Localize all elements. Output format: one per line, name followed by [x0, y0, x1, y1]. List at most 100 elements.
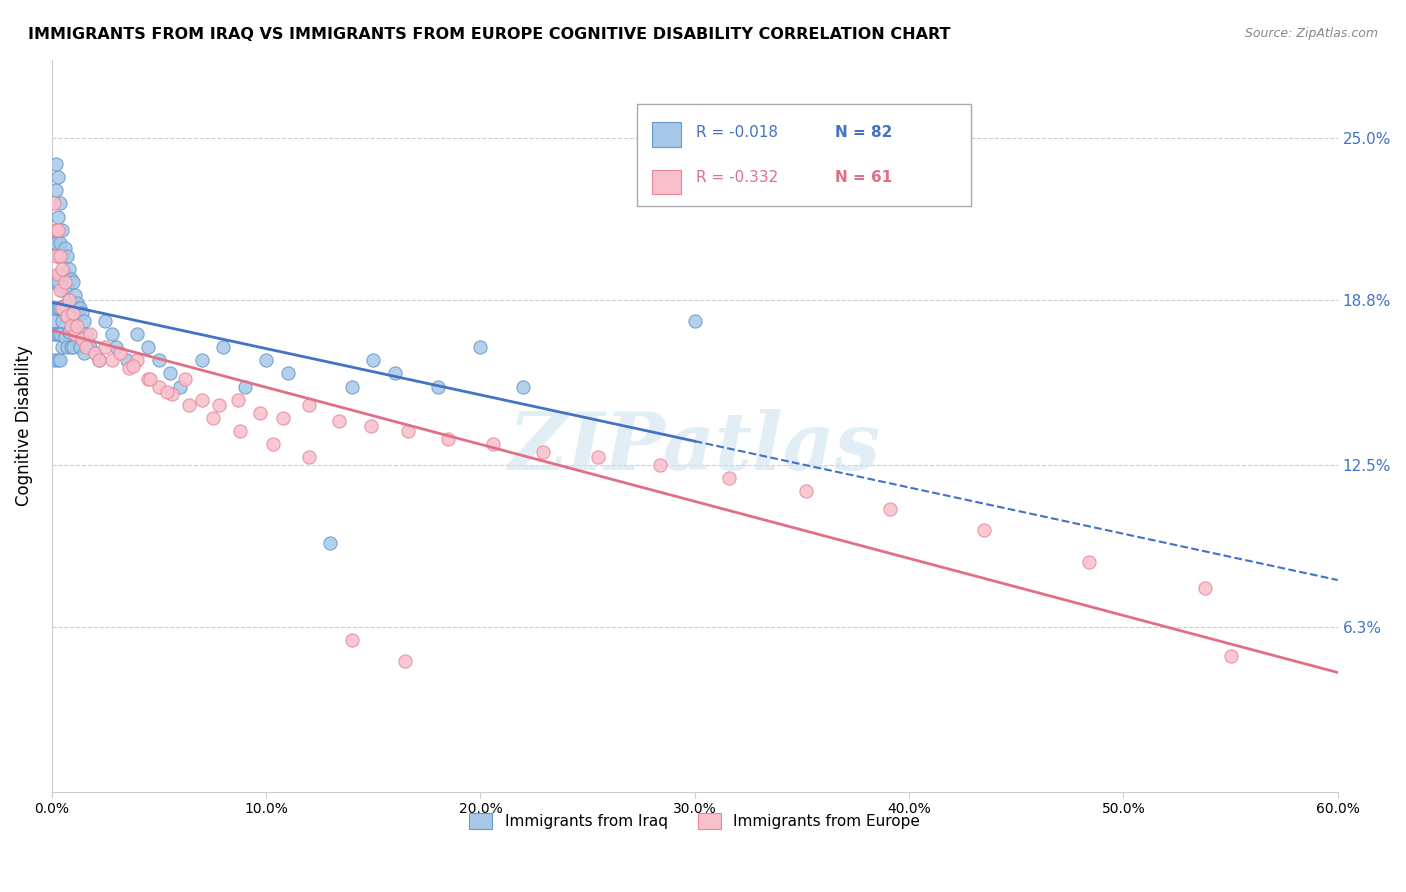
Point [319, 536, 342, 550]
Point [83, 345, 105, 359]
Point [136, 340, 159, 354]
Point [75, 340, 97, 354]
Point [65, 288, 87, 302]
Point [46, 301, 69, 315]
Point [229, 424, 252, 438]
Point [794, 484, 817, 499]
Point [45, 235, 67, 250]
Point [58, 325, 80, 339]
Point [148, 353, 170, 368]
Text: IMMIGRANTS FROM IRAQ VS IMMIGRANTS FROM EUROPE COGNITIVE DISABILITY CORRELATION : IMMIGRANTS FROM IRAQ VS IMMIGRANTS FROM … [28, 27, 950, 42]
Point [62, 306, 84, 320]
Point [79, 340, 101, 354]
Point [45, 327, 67, 342]
Point [65, 327, 87, 342]
Point [55, 340, 77, 354]
Point [384, 367, 406, 381]
Point [58, 293, 80, 308]
Point [46, 210, 69, 224]
Point [65, 319, 87, 334]
Y-axis label: Cognitive Disability: Cognitive Disability [15, 345, 32, 507]
Point [1078, 555, 1101, 569]
Point [49, 267, 72, 281]
Point [136, 372, 159, 386]
Point [212, 340, 235, 354]
Point [110, 345, 132, 359]
Point [254, 353, 277, 368]
Point [426, 379, 449, 393]
Point [233, 379, 256, 393]
Text: R = -0.018: R = -0.018 [696, 125, 778, 140]
Point [79, 327, 101, 342]
Point [55, 309, 77, 323]
Point [69, 340, 91, 354]
Point [70, 306, 93, 320]
Point [169, 379, 191, 393]
Legend: Immigrants from Iraq, Immigrants from Europe: Immigrants from Iraq, Immigrants from Eu… [464, 807, 927, 836]
Point [62, 306, 84, 320]
Point [262, 437, 284, 451]
Point [51, 314, 73, 328]
Point [100, 327, 122, 342]
Point [66, 319, 89, 334]
Point [53, 275, 76, 289]
Point [46, 327, 69, 342]
Point [115, 353, 138, 368]
Point [62, 275, 84, 289]
Point [42, 235, 65, 250]
Point [394, 654, 416, 668]
Point [55, 249, 77, 263]
Point [127, 327, 149, 342]
Point [173, 372, 195, 386]
Point [62, 340, 84, 354]
Point [208, 398, 231, 412]
Point [42, 196, 65, 211]
Point [42, 353, 65, 368]
Point [437, 432, 460, 446]
Point [588, 450, 610, 465]
Point [45, 275, 67, 289]
Point [45, 157, 67, 171]
Text: N = 61: N = 61 [835, 169, 893, 185]
Point [53, 267, 76, 281]
Point [177, 398, 200, 412]
Point [340, 379, 363, 393]
Point [53, 241, 76, 255]
Point [51, 301, 73, 315]
Point [276, 367, 298, 381]
Point [159, 367, 181, 381]
Point [49, 249, 72, 263]
Point [191, 353, 214, 368]
Point [298, 398, 321, 412]
Point [49, 196, 72, 211]
FancyBboxPatch shape [637, 103, 972, 206]
Point [51, 283, 73, 297]
FancyBboxPatch shape [652, 122, 681, 146]
Point [49, 301, 72, 315]
Point [66, 296, 89, 310]
Point [60, 319, 83, 334]
Point [49, 353, 72, 368]
Point [470, 340, 492, 354]
Point [45, 301, 67, 315]
Point [60, 340, 83, 354]
Point [122, 359, 145, 373]
Point [45, 249, 67, 263]
Point [1194, 581, 1216, 595]
Point [94, 314, 117, 328]
Point [60, 303, 83, 318]
Point [73, 345, 96, 359]
Point [45, 222, 67, 236]
Point [45, 183, 67, 197]
Point [49, 283, 72, 297]
Point [328, 413, 350, 427]
Point [148, 379, 170, 393]
Point [87, 353, 110, 368]
Point [650, 458, 672, 472]
Point [73, 314, 96, 328]
Text: N = 82: N = 82 [835, 125, 893, 140]
Point [191, 392, 214, 407]
Point [51, 222, 73, 236]
Point [53, 330, 76, 344]
Point [46, 267, 69, 281]
